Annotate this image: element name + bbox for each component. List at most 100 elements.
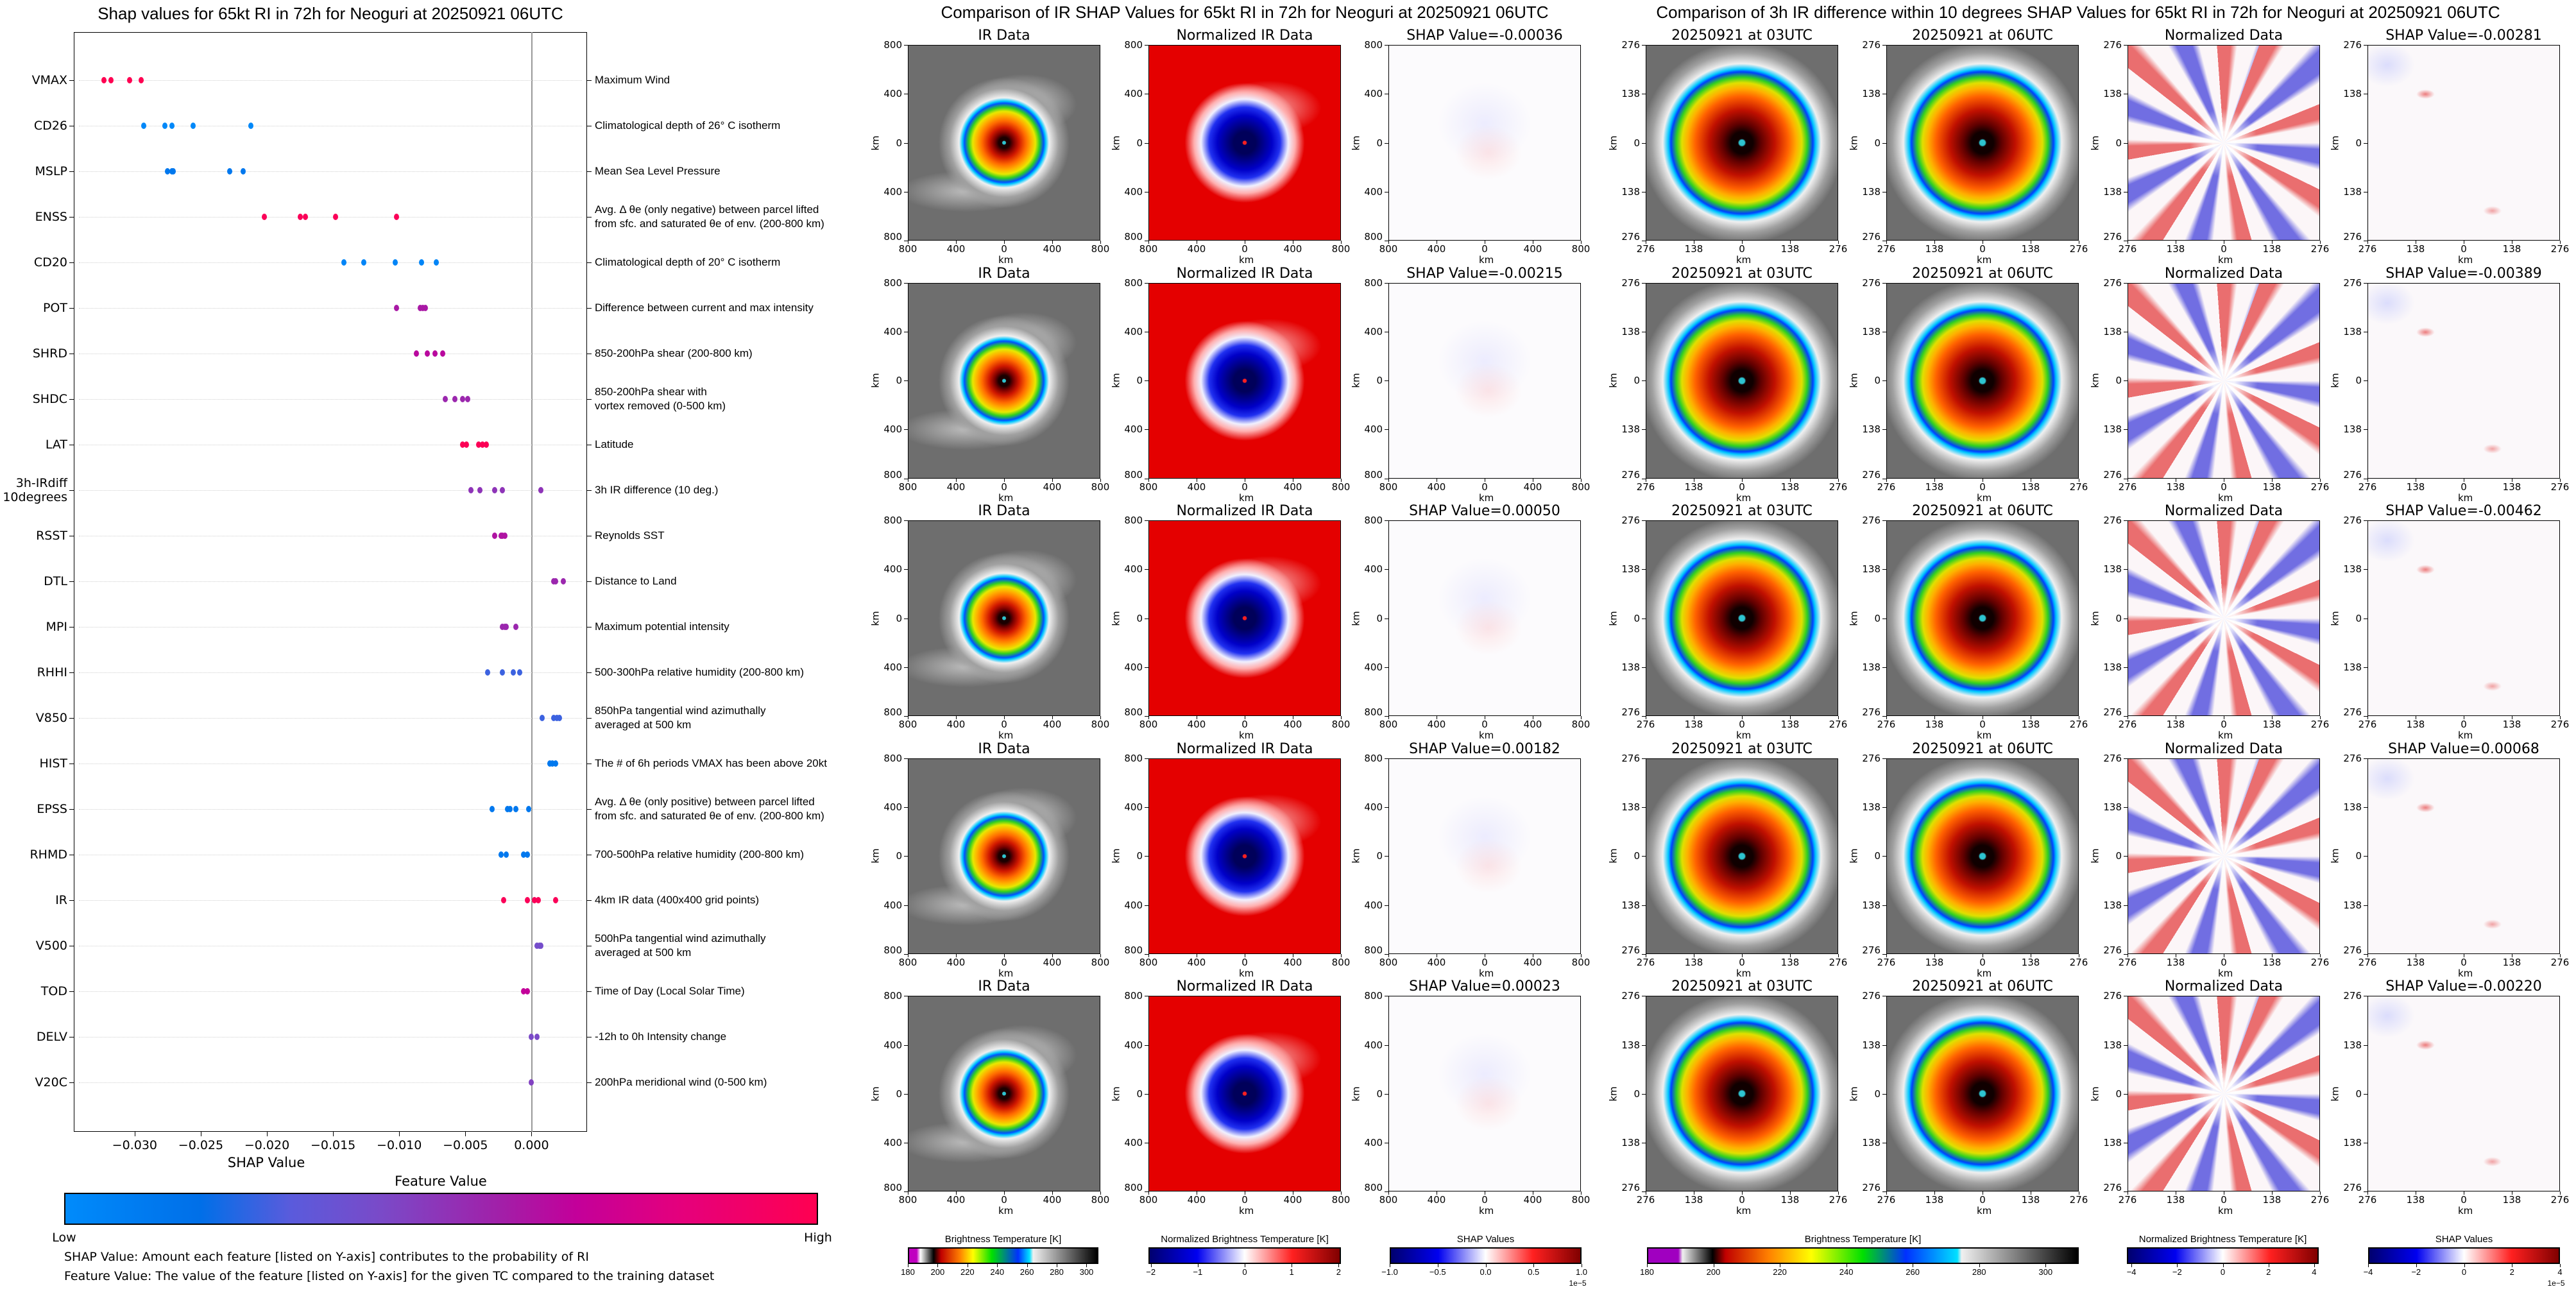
y-tick-label: 138: [2103, 1137, 2122, 1149]
y-tick-label: 800: [1124, 231, 1143, 243]
x-tick-label: 138: [1780, 1194, 1800, 1206]
x-tick-label: 800: [1379, 719, 1398, 731]
y-tick-label: 400: [1124, 325, 1143, 337]
x-axis-label: km: [1239, 1205, 1254, 1217]
x-tick-label: 276: [2358, 481, 2377, 493]
feature-description: 500hPa tangential wind azimuthally avera…: [595, 932, 766, 959]
x-tick-label: 0: [1739, 1194, 1745, 1206]
y-tick-label: 0: [2115, 1088, 2122, 1100]
x-tick: [1004, 478, 1005, 482]
shap-point: [501, 897, 507, 903]
x-axis-label: km: [1977, 967, 1992, 979]
feature-description: Difference between current and max inten…: [595, 302, 814, 314]
y-tick: [1882, 520, 1886, 522]
x-tick: [2560, 478, 2561, 482]
x-tick-label: 800: [898, 481, 917, 493]
y-tick: [1642, 1191, 1646, 1193]
y-tick-label: 0: [2355, 612, 2362, 624]
colorbar-tick-label: 180: [901, 1267, 915, 1277]
y-tick-label: 400: [1364, 801, 1383, 814]
y-axis-label: km: [1607, 848, 1619, 864]
y-tick-label: 0: [1136, 137, 1143, 149]
x-tick-label: 800: [1571, 719, 1591, 731]
y-tick: [2364, 569, 2367, 570]
y-tick-label: 800: [883, 990, 902, 1002]
shap-point: [538, 943, 543, 949]
x-tick-label: 0: [2461, 481, 2467, 493]
y-tick-label: 276: [1862, 277, 1881, 289]
x-axis-label: km: [1977, 730, 1992, 742]
x-tick-label: 0: [2221, 956, 2227, 968]
y-tick-label: 276: [2103, 752, 2122, 764]
y-tick-label: 800: [1124, 752, 1143, 764]
gridline: [79, 490, 582, 491]
y-tick: [2124, 282, 2128, 284]
x-axis-label: km: [2458, 1205, 2473, 1217]
feature-description: Reynolds SST: [595, 529, 665, 542]
y-tick: [1642, 1093, 1646, 1095]
y-tick-label: 800: [1364, 944, 1383, 956]
shap-point: [460, 396, 466, 402]
colorbar-tick: [997, 1264, 998, 1267]
x-tick-label: 400: [1187, 243, 1206, 255]
y-tick: [904, 953, 908, 955]
x-tick: [956, 953, 957, 957]
x-tick: [956, 478, 957, 482]
y-tick-label: 138: [2103, 325, 2122, 337]
y-tick: [1882, 380, 1886, 382]
x-tick-label: 0: [1979, 481, 1986, 493]
y-tick: [2124, 758, 2128, 759]
y-tick: [69, 399, 74, 400]
y-tick-label: 138: [1621, 899, 1640, 911]
y-tick-label: 276: [1621, 990, 1640, 1002]
x-tick-label: 0: [1979, 956, 1986, 968]
x-tick: [333, 1132, 334, 1136]
panel-title: SHAP Value=0.00182: [1409, 740, 1560, 757]
panel-title: IR Data: [978, 265, 1030, 282]
y-tick-label: 0: [2355, 1088, 2362, 1100]
feature-description: The # of 6h periods VMAX has been above …: [595, 757, 827, 769]
y-tick-label: 800: [1364, 752, 1383, 764]
x-tick: [1790, 478, 1791, 482]
y-tick-label: 0: [1874, 1088, 1881, 1100]
y-tick-label: 276: [2343, 752, 2362, 764]
x-tick: [1004, 953, 1005, 957]
x-tick-label: 138: [2262, 243, 2282, 255]
shap-point: [452, 396, 457, 402]
y-tick-label: 0: [1633, 612, 1640, 624]
colorbar-tick-label: −4: [2126, 1267, 2137, 1277]
y2-tick: [587, 581, 592, 582]
x-tick-label: 276: [2118, 956, 2137, 968]
shap-point: [500, 669, 506, 676]
y-tick: [1882, 856, 1886, 857]
x-axis-label: km: [1479, 1205, 1494, 1217]
panel-title: Normalized IR Data: [1176, 28, 1313, 44]
y-tick-label: 138: [2343, 1137, 2362, 1149]
x-axis-label: km: [998, 730, 1014, 742]
y-axis-label: km: [2329, 373, 2341, 388]
shap-point: [393, 259, 398, 266]
feature-description: Maximum Wind: [595, 74, 670, 86]
y-tick: [2364, 520, 2367, 522]
x-tick: [1581, 716, 1582, 720]
y-tick: [1642, 142, 1646, 144]
x-tick: [1838, 716, 1839, 720]
x-tick-label: −0.025: [178, 1138, 224, 1152]
x-tick-label: 400: [1427, 243, 1446, 255]
x-tick-label: 276: [2118, 1194, 2137, 1206]
feature-code-label: LAT: [45, 438, 67, 452]
x-tick-label: 138: [2262, 481, 2282, 493]
y-tick: [1642, 45, 1646, 46]
y-tick-label: 276: [2343, 468, 2362, 481]
y-tick: [2124, 905, 2128, 906]
colorbar-tick-label: 2: [2509, 1267, 2514, 1277]
shap-point: [170, 168, 176, 175]
x-tick-label: 0: [2221, 1194, 2227, 1206]
y-tick-label: 276: [1621, 468, 1640, 481]
x-tick-label: 400: [1427, 956, 1446, 968]
y-tick-label: 138: [1621, 1137, 1640, 1149]
shap-point: [101, 77, 107, 83]
x-axis-label: km: [2458, 491, 2473, 504]
shap-point: [440, 350, 446, 357]
y-tick-label: 0: [1874, 137, 1881, 149]
